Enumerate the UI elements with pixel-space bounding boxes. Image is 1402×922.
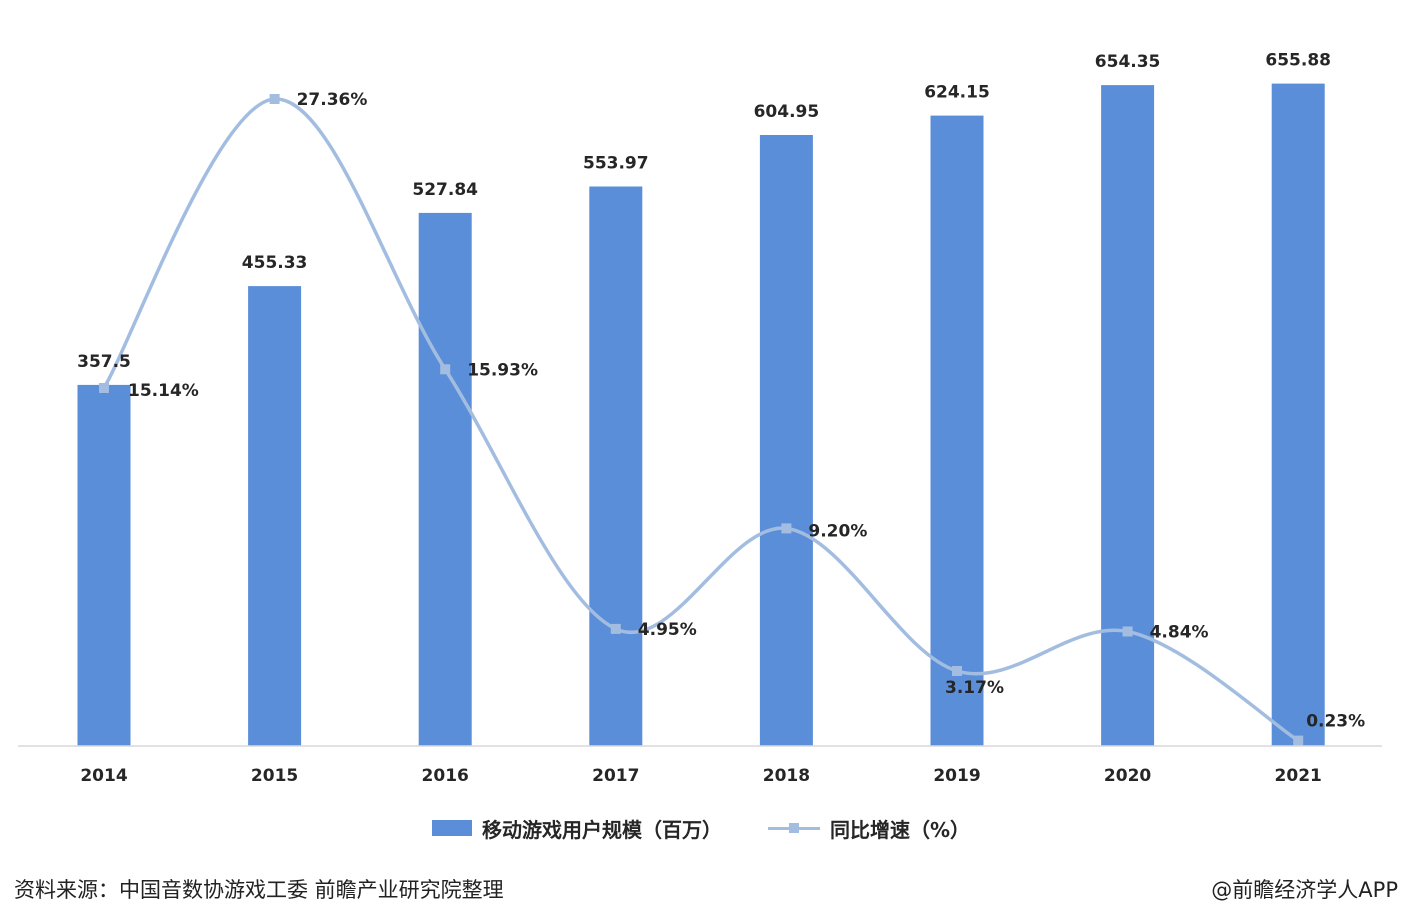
bar-2017 xyxy=(589,186,643,746)
rate-value-label-2019: 3.17% xyxy=(945,678,1004,698)
rate-value-label-2021: 0.23% xyxy=(1306,712,1365,732)
rate-marker-2019 xyxy=(952,666,962,676)
bar-value-label-2017: 553.97 xyxy=(583,154,649,174)
bar-value-label-2016: 527.84 xyxy=(412,180,478,200)
chart-legend: 移动游戏用户规模（百万） 同比增速（%） xyxy=(0,808,1402,848)
x-tick-label-2014: 2014 xyxy=(80,766,127,786)
rate-value-label-2015: 27.36% xyxy=(297,90,368,110)
bar-value-label-2021: 655.88 xyxy=(1265,51,1331,71)
bar-2015 xyxy=(248,286,302,746)
credit-note: @前瞻经济学人APP xyxy=(1211,878,1398,902)
x-tick-label-2019: 2019 xyxy=(933,766,980,786)
bar-2021 xyxy=(1271,83,1325,747)
x-tick-label-2018: 2018 xyxy=(763,766,810,786)
source-note: 资料来源：中国音数协游戏工委 前瞻产业研究院整理 xyxy=(14,878,504,902)
bar-value-label-2020: 654.35 xyxy=(1095,52,1161,72)
x-tick-label-2015: 2015 xyxy=(251,766,298,786)
bar-2019 xyxy=(930,115,984,747)
x-tick-label-2016: 2016 xyxy=(422,766,469,786)
x-tick-label-2017: 2017 xyxy=(592,766,639,786)
legend-item-bar: 移动游戏用户规模（百万） xyxy=(431,814,722,843)
bar-2014 xyxy=(77,384,131,746)
rate-value-label-2017: 4.95% xyxy=(638,620,697,640)
rate-value-label-2020: 4.84% xyxy=(1150,623,1209,643)
bar-value-label-2018: 604.95 xyxy=(754,102,820,122)
x-tick-label-2020: 2020 xyxy=(1104,766,1151,786)
bar-value-label-2014: 357.5 xyxy=(77,352,131,372)
bar-2018 xyxy=(759,135,813,746)
rate-marker-2017 xyxy=(610,623,621,634)
legend-bar-swatch xyxy=(431,820,472,836)
legend-line-swatch xyxy=(767,820,820,836)
rate-value-label-2016: 15.93% xyxy=(467,360,538,380)
bar-2020 xyxy=(1101,85,1155,747)
rate-value-label-2018: 9.20% xyxy=(808,521,867,541)
rate-marker-2018 xyxy=(781,523,792,534)
bar-2016 xyxy=(418,212,472,746)
legend-bar-label: 移动游戏用户规模（百万） xyxy=(481,817,722,842)
legend-item-line: 同比增速（%） xyxy=(767,814,971,843)
legend-line-label: 同比增速（%） xyxy=(829,817,971,842)
rate-value-label-2014: 15.14% xyxy=(128,381,199,401)
x-tick-label-2021: 2021 xyxy=(1275,766,1322,786)
rate-marker-2021 xyxy=(1293,735,1304,746)
rate-marker-2020 xyxy=(1122,626,1133,637)
rate-marker-2015 xyxy=(269,94,280,104)
bar-value-label-2015: 455.33 xyxy=(242,253,308,273)
rate-marker-2016 xyxy=(440,364,451,375)
rate-marker-2014 xyxy=(99,383,109,393)
bar-value-label-2019: 624.15 xyxy=(924,83,990,103)
